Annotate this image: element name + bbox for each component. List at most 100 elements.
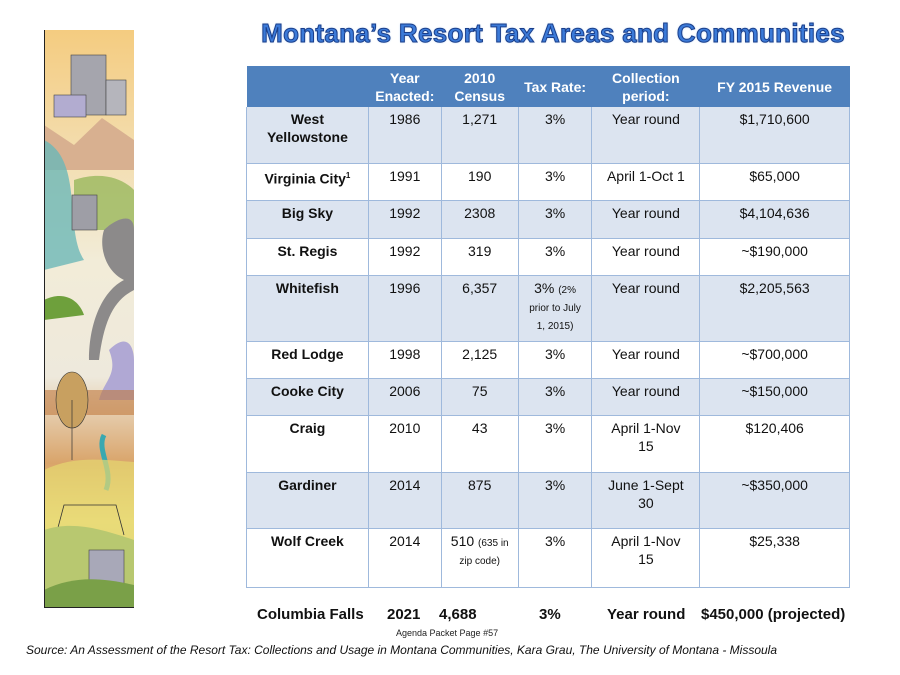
page-title: Montana’s Resort Tax Areas and Communiti… [261, 18, 845, 49]
header-collection-period: Collection period: [591, 66, 700, 107]
cell-census: 510 (635 in zip code) [440, 528, 519, 588]
cell-rate: 3% [517, 528, 593, 588]
resort-tax-table: Year Enacted: 2010 Census Tax Rate: Coll… [246, 66, 850, 588]
table-row: Red Lodge 1998 2,125 3% Year round ~$700,000 [246, 341, 850, 379]
cell-census: 319 [440, 238, 519, 276]
cell-revenue: $65,000 [699, 163, 850, 201]
cell-city: Big Sky [246, 200, 369, 239]
cell-rate: 3% [517, 415, 593, 473]
cell-revenue: ~$350,000 [699, 472, 850, 529]
cell-period: Year round [591, 341, 701, 379]
cell-census: 875 [440, 472, 519, 529]
rate-value: 3% [544, 242, 566, 259]
cell-year: 1986 [367, 107, 442, 164]
cell-city: St. Regis [246, 238, 369, 276]
cell-year: 1996 [367, 275, 442, 342]
census-value: 43 [471, 419, 488, 436]
city-name: West Yellowstone [266, 111, 348, 145]
cell-year: 1992 [367, 200, 442, 239]
table-row: Big Sky 1992 2308 3% Year round $4,104,636 [246, 200, 850, 239]
table-row: West Yellowstone 1986 1,271 3% Year round $1,… [246, 107, 850, 164]
cell-revenue: $1,710,600 [699, 107, 850, 164]
footnote-marker: 1 [345, 170, 351, 180]
table-row: St. Regis 1992 319 3% Year round ~$190,000 [246, 238, 850, 276]
city-name: Red Lodge [271, 345, 344, 362]
census-value: 75 [471, 382, 488, 399]
cell-rate: 3% [517, 200, 593, 239]
city-name: Cooke City [270, 382, 344, 399]
cell-rate: 3% (2% prior to July 1, 2015) [517, 275, 593, 342]
cell-revenue: ~$700,000 [699, 341, 850, 379]
cell-city: Gardiner [246, 472, 369, 529]
cell-city: Red Lodge [246, 341, 369, 379]
city-name: Whitefish [275, 279, 339, 296]
rate-value: 3% [544, 419, 566, 436]
header-tax-rate: Tax Rate: [518, 66, 592, 107]
cell-city: West Yellowstone [246, 107, 369, 164]
city-name: Big Sky [281, 204, 334, 221]
cell-period: April 1-Nov 15 [591, 415, 701, 473]
rate-value: 3% [544, 476, 566, 493]
footer-census: 4,688 [439, 606, 477, 623]
census-value: 6,357 [462, 279, 498, 296]
cell-period: Year round [591, 238, 701, 276]
cell-period: Year round [591, 107, 701, 164]
cell-revenue: $2,205,563 [699, 275, 850, 342]
census-value: 2,125 [462, 345, 498, 362]
city-name: St. Regis [277, 242, 338, 259]
census-note: (635 in zip code) [459, 537, 509, 567]
cell-revenue: ~$190,000 [699, 238, 850, 276]
census-value: 319 [468, 242, 492, 259]
cell-rate: 3% [517, 163, 593, 201]
cell-year: 2014 [367, 528, 442, 588]
city-name: Craig [289, 419, 326, 436]
table-row: Wolf Creek 2014 510 (635 in zip code) 3% Apr… [246, 528, 850, 588]
footer-period: Year round [607, 606, 686, 623]
census-value: 875 [468, 476, 492, 493]
cell-rate: 3% [517, 472, 593, 529]
cell-city: Cooke City [246, 378, 369, 416]
city-name: Virginia City [264, 170, 346, 187]
table-row: Cooke City 2006 75 3% Year round ~$150,000 [246, 378, 850, 416]
census-value: 2308 [464, 204, 496, 221]
cell-rate: 3% [517, 378, 593, 416]
footer-year: 2021 [387, 606, 421, 623]
census-value: 190 [468, 167, 492, 184]
cell-period: June 1-Sept 30 [591, 472, 701, 529]
table-header-row: Year Enacted: 2010 Census Tax Rate: Coll… [246, 66, 850, 107]
rate-value: 3% [544, 382, 566, 399]
cell-census: 75 [440, 378, 519, 416]
cell-city: Wolf Creek [246, 528, 369, 588]
rate-value: 3% [544, 167, 566, 184]
header-community [246, 66, 369, 107]
cell-census: 6,357 [440, 275, 519, 342]
footer-revenue: $450,000 (projected) [701, 606, 846, 623]
footer-city: Columbia Falls [257, 606, 364, 623]
cell-year: 1991 [367, 163, 442, 201]
decorative-illustration [44, 30, 134, 608]
agenda-page-label: Agenda Packet Page #57 [396, 628, 499, 638]
rate-value: 3% [544, 204, 566, 221]
cell-census: 2,125 [440, 341, 519, 379]
city-name: Wolf Creek [270, 532, 344, 549]
cell-rate: 3% [517, 238, 593, 276]
cell-rate: 3% [517, 107, 593, 164]
table-row: Gardiner 2014 875 3% June 1-Sept 30 ~$350,000 [246, 472, 850, 529]
cell-revenue: $4,104,636 [699, 200, 850, 239]
cell-year: 2006 [367, 378, 442, 416]
footer-rate: 3% [539, 606, 561, 623]
rate-note: (2% prior to July 1, 2015) [529, 284, 581, 332]
header-revenue: FY 2015 Revenue [699, 66, 850, 107]
cell-year: 1998 [367, 341, 442, 379]
cell-period: Year round [591, 200, 701, 239]
cell-census: 43 [440, 415, 519, 473]
cell-census: 1,271 [440, 107, 519, 164]
cell-period: April 1-Oct 1 [591, 163, 701, 201]
cell-revenue: $25,338 [699, 528, 850, 588]
rate-value: 3% [534, 279, 555, 296]
cell-census: 190 [440, 163, 519, 201]
cell-census: 2308 [440, 200, 519, 239]
cell-year: 2014 [367, 472, 442, 529]
cell-year: 1992 [367, 238, 442, 276]
